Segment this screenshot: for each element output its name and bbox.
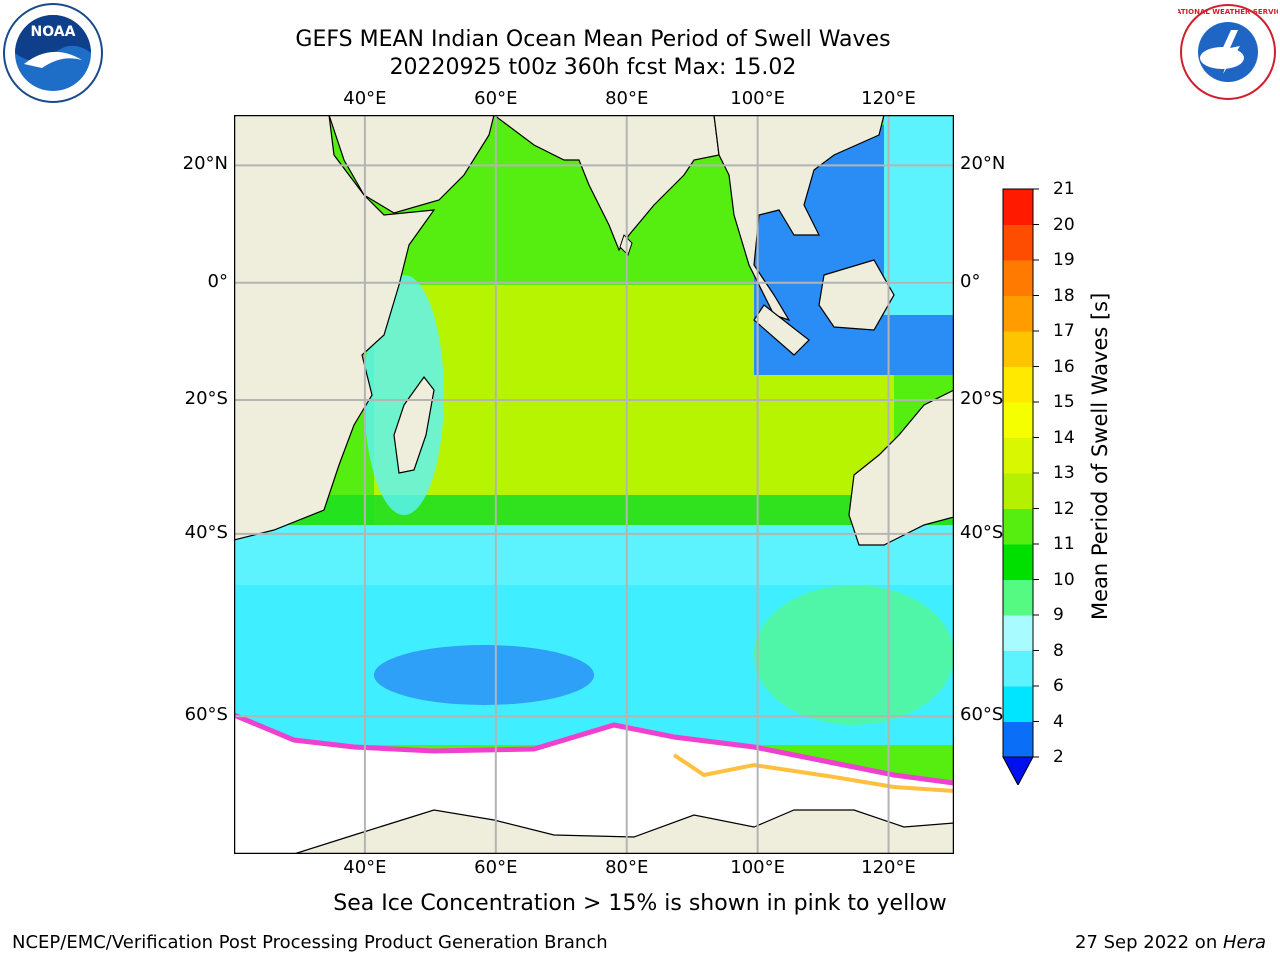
sea-ice-note: Sea Ice Concentration > 15% is shown in … [333, 891, 947, 916]
colorbar-segment [1003, 331, 1033, 367]
right-lat-tick-label: 0° [960, 270, 981, 292]
ocean-map [234, 115, 954, 854]
antarctica-land [293, 809, 954, 854]
colorbar-tick-label: 6 [1053, 676, 1064, 696]
colorbar-segment [1003, 224, 1033, 261]
colorbar-tick-label: 10 [1053, 569, 1075, 590]
colorbar-tick-label: 21 [1053, 179, 1075, 199]
colorbar-tick-label: 8 [1053, 640, 1064, 661]
footer-credit: NCEP/EMC/Verification Post Processing Pr… [12, 932, 608, 953]
footer-host: Hera [1222, 932, 1266, 953]
colorbar-tick-label: 11 [1053, 534, 1075, 554]
bottom-lon-tick-label: 100°E [730, 857, 785, 878]
sea-ice-edge-yellow [672, 753, 954, 793]
colorbar-tick-label: 9 [1053, 605, 1064, 625]
ocean-east-green-patch [754, 585, 954, 725]
bottom-lon-tick-label: 120°E [861, 857, 916, 878]
noaa-logo-text: NOAA [31, 24, 76, 40]
pacific-fringe [884, 115, 954, 315]
arabia-land [328, 115, 495, 214]
left-lat-tick-label: 60°S [184, 704, 228, 726]
colorbar-tick-label: 17 [1053, 321, 1075, 341]
colorbar-segment [1003, 615, 1033, 651]
top-lon-tick-label: 80°E [605, 88, 649, 109]
sea-ice-edge [234, 712, 954, 786]
borneo-land [818, 259, 895, 331]
colorbar-segment [1003, 544, 1033, 580]
colorbar-tick-label: 2 [1053, 747, 1064, 767]
chart-title: GEFS MEAN Indian Ocean Mean Period of Sw… [295, 27, 891, 52]
left-lat-tick-label: 0° [207, 270, 228, 292]
colorbar-tick-label: 15 [1053, 392, 1075, 412]
chart-subtitle: 20220925 t00z 360h fcst Max: 15.02 [389, 55, 797, 80]
footer-date-text: 27 Sep 2022 on [1075, 932, 1223, 953]
colorbar-segment [1003, 437, 1033, 474]
top-lon-tick-label: 60°E [474, 88, 518, 109]
map-frame [234, 115, 954, 854]
africa-land [234, 115, 436, 541]
colorbar-tick-label: 18 [1053, 285, 1075, 306]
nws-logo-icon: NATIONAL WEATHER SERVICE [1178, 4, 1278, 100]
right-lat-tick-label: 20°S [960, 388, 1004, 409]
colorbar-tick-label: 20 [1053, 214, 1075, 235]
svg-text:NATIONAL WEATHER SERVICE: NATIONAL WEATHER SERVICE [1178, 8, 1278, 16]
left-lat-tick-label: 20°S [184, 388, 228, 409]
bottom-lon-tick-label: 60°E [474, 857, 518, 878]
noaa-logo-icon: NOAA [3, 3, 103, 103]
colorbar [1002, 188, 1039, 785]
bottom-lon-tick-label: 40°E [343, 857, 387, 878]
right-lat-tick-label: 20°N [960, 153, 1006, 175]
colorbar-segment [1003, 260, 1033, 296]
australia-land [848, 389, 954, 546]
map-gridlines [234, 115, 954, 854]
colorbar-tick-label: 4 [1053, 711, 1064, 732]
left-lat-tick-label: 20°N [182, 153, 228, 175]
colorbar-segment [1003, 366, 1033, 403]
colorbar-title: Mean Period of Swell Waves [s] [1088, 292, 1112, 620]
colorbar-segment [1003, 508, 1033, 545]
colorbar-segment [1003, 473, 1033, 509]
colorbar-tick-label: 13 [1053, 463, 1075, 483]
bottom-lon-tick-label: 80°E [605, 857, 649, 878]
colorbar-segment [1003, 402, 1033, 438]
colorbar-segment [1003, 686, 1033, 722]
colorbar-segment [1003, 295, 1033, 332]
colorbar-extend-arrow [1002, 756, 1034, 785]
colorbar-segment [1003, 579, 1033, 616]
right-lat-tick-label: 40°S [960, 521, 1004, 543]
top-lon-tick-label: 120°E [861, 88, 916, 109]
colorbar-tick-label: 16 [1053, 356, 1075, 377]
colorbar-segment [1003, 189, 1033, 225]
colorbar-segment [1003, 650, 1033, 687]
top-lon-tick-label: 40°E [343, 88, 387, 109]
footer-date: 27 Sep 2022 on Hera [1075, 932, 1266, 954]
ocean-blue-patch [374, 645, 594, 705]
colorbar-tick-label: 12 [1053, 498, 1075, 519]
colorbar-tick-label: 19 [1053, 250, 1075, 270]
colorbar-tick-label: 14 [1053, 427, 1075, 448]
left-lat-tick-label: 40°S [184, 521, 228, 543]
colorbar-segment [1003, 721, 1033, 758]
right-lat-tick-label: 60°S [960, 704, 1004, 726]
top-lon-tick-label: 100°E [730, 88, 785, 109]
